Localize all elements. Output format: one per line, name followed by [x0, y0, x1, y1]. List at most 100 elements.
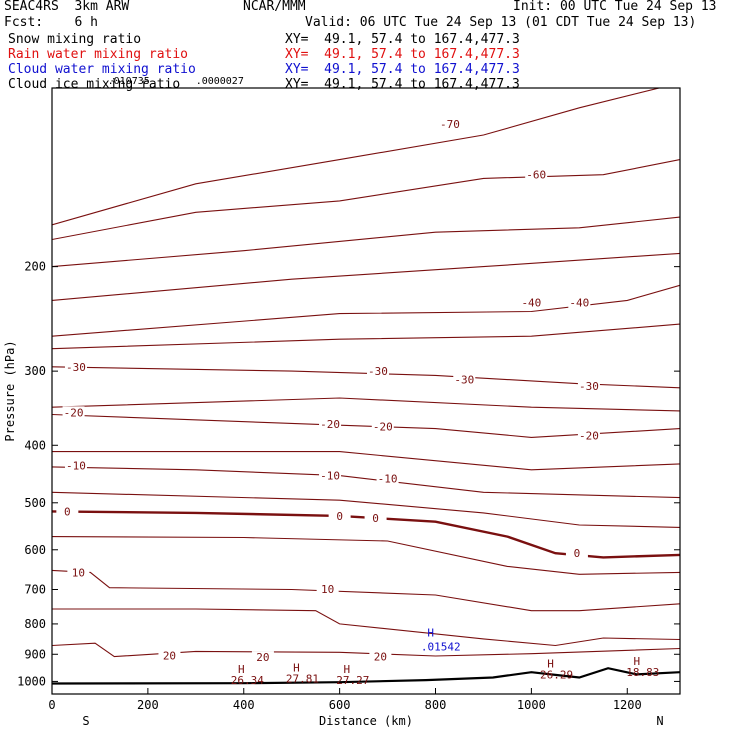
isotherm-16: [52, 642, 680, 658]
isotherm-label-bg-6-0: [64, 360, 87, 373]
isotherm-1: [52, 159, 680, 241]
x-tick-label-2: 400: [233, 698, 255, 712]
field-rain-name: Rain water mixing ratio: [8, 47, 189, 62]
y-axis-label: Pressure (hPa): [3, 340, 17, 441]
isotherm-label-bg-14-0: [67, 566, 90, 579]
max-value-3: 26.29: [540, 669, 573, 682]
isotherm-label-12-1: 0: [336, 510, 343, 523]
y-tick-label-7: 900: [24, 647, 46, 661]
x-axis-label: Distance (km): [319, 714, 413, 728]
isotherm-label-6-0: -30: [66, 361, 86, 374]
isotherm-label-8-3: -20: [579, 429, 599, 442]
top-label-1: .0000027: [196, 76, 244, 87]
isotherm-label-14-0: 10: [72, 566, 85, 579]
isotherm-label-10-2: -10: [378, 472, 398, 485]
max-marker-0: H: [238, 663, 245, 676]
isotherm-0: [52, 88, 662, 226]
isotherm-3: [52, 252, 680, 301]
field-cloudwater-name: Cloud water mixing ratio: [8, 62, 196, 77]
isotherm-label-bg-8-3: [577, 429, 600, 442]
org-label: NCAR/MMM: [243, 0, 306, 14]
isotherm-14: [52, 569, 680, 612]
north-label: N: [656, 714, 663, 728]
cloudwater-marker: H: [427, 626, 434, 639]
isotherm-label-4-0: -40: [521, 297, 541, 310]
isotherm-label-16-1: 20: [256, 651, 269, 664]
isotherm-label-bg-12-1: [328, 509, 351, 522]
isotherm-label-16-0: 20: [163, 650, 176, 663]
isotherm-2: [52, 216, 680, 268]
isotherm-label-8-1: -20: [320, 418, 340, 431]
field-snow-xy: XY= 49.1, 57.4 to 167.4,477.3: [285, 32, 520, 47]
valid-time: Valid: 06 UTC Tue 24 Sep 13 (01 CDT Tue …: [305, 15, 697, 30]
max-marker-3: H: [547, 658, 554, 671]
max-marker-2: H: [344, 663, 351, 676]
y-tick-label-1: 300: [24, 364, 46, 378]
isotherm-10: [52, 466, 680, 499]
max-value-0: 26.34: [231, 674, 264, 687]
isotherm-label-bg-1-0: [525, 168, 548, 181]
max-value-4: 18.83: [626, 666, 659, 679]
isotherm-label-bg-0-0: [438, 118, 461, 131]
isotherm-15: [52, 608, 680, 647]
field-rain-xy: XY= 49.1, 57.4 to 167.4,477.3: [285, 47, 520, 62]
isotherm-11: [52, 491, 680, 528]
x-tick-label-5: 1000: [517, 698, 546, 712]
forecast-hour: Fcst: 6 h: [4, 15, 98, 30]
field-cloudwater-xy: XY= 49.1, 57.4 to 167.4,477.3: [285, 62, 520, 77]
isotherm-label-16-2: 20: [374, 651, 387, 664]
y-tick-label-8: 1000: [17, 674, 46, 688]
y-tick-label-4: 600: [24, 543, 46, 557]
isotherm-label-bg-14-1: [316, 582, 339, 595]
isotherm-label-bg-16-0: [158, 649, 181, 662]
isotherm-label-bg-10-1: [319, 469, 342, 482]
isotherm-label-bg-6-1: [366, 365, 389, 378]
isotherm-label-1-0: -60: [526, 169, 546, 182]
isotherm-12: [52, 510, 680, 559]
x-tick-label-4: 800: [425, 698, 447, 712]
isotherm-label-bg-12-0: [56, 505, 79, 518]
isotherm-6: [52, 366, 680, 389]
isotherm-label-10-1: -10: [320, 470, 340, 483]
isotherm-label-8-2: -20: [373, 421, 393, 434]
isotherm-label-bg-8-0: [62, 406, 85, 419]
x-tick-label-1: 200: [137, 698, 159, 712]
isotherm-label-bg-8-1: [319, 417, 342, 430]
isotherm-5: [52, 323, 680, 350]
isotherm-label-6-3: -30: [579, 380, 599, 393]
isotherm-label-bg-6-2: [453, 373, 476, 386]
isotherm-label-14-1: 10: [321, 583, 334, 596]
terrain-line: [52, 667, 680, 685]
init-time: Init: 00 UTC Tue 24 Sep 13: [513, 0, 717, 14]
isotherm-label-bg-6-3: [577, 380, 600, 393]
isotherm-label-bg-4-1: [568, 296, 591, 309]
isotherm-7: [52, 397, 680, 412]
isotherm-label-bg-4-0: [520, 296, 543, 309]
south-label: S: [82, 714, 89, 728]
y-tick-label-5: 700: [24, 583, 46, 597]
isotherm-label-8-0: -20: [64, 406, 84, 419]
isotherm-label-6-2: -30: [454, 374, 474, 387]
y-tick-label-2: 400: [24, 438, 46, 452]
x-tick-label-6: 1200: [613, 698, 642, 712]
isotherm-label-12-2: 0: [372, 512, 379, 525]
isotherm-label-10-0: -10: [66, 460, 86, 473]
max-marker-1: H: [293, 662, 300, 675]
field-snow-name: Snow mixing ratio: [8, 32, 142, 47]
isotherm-label-bg-16-1: [251, 651, 274, 664]
isotherm-label-bg-12-3: [565, 547, 588, 560]
y-tick-label-0: 200: [24, 260, 46, 274]
isotherm-9: [52, 451, 680, 471]
cloudwater-value: .01542: [421, 640, 461, 653]
isotherm-label-6-1: -30: [368, 365, 388, 378]
top-label-0: .010735: [108, 76, 150, 87]
isotherm-label-bg-16-2: [369, 650, 392, 663]
y-tick-label-3: 500: [24, 496, 46, 510]
isotherm-label-12-3: 0: [574, 547, 581, 560]
isotherm-label-bg-12-2: [364, 511, 387, 524]
isotherm-4: [52, 284, 680, 337]
isotherm-label-0-0: -70: [440, 118, 460, 131]
max-value-1: 27.81: [286, 673, 319, 686]
isotherm-label-bg-10-0: [64, 459, 87, 472]
